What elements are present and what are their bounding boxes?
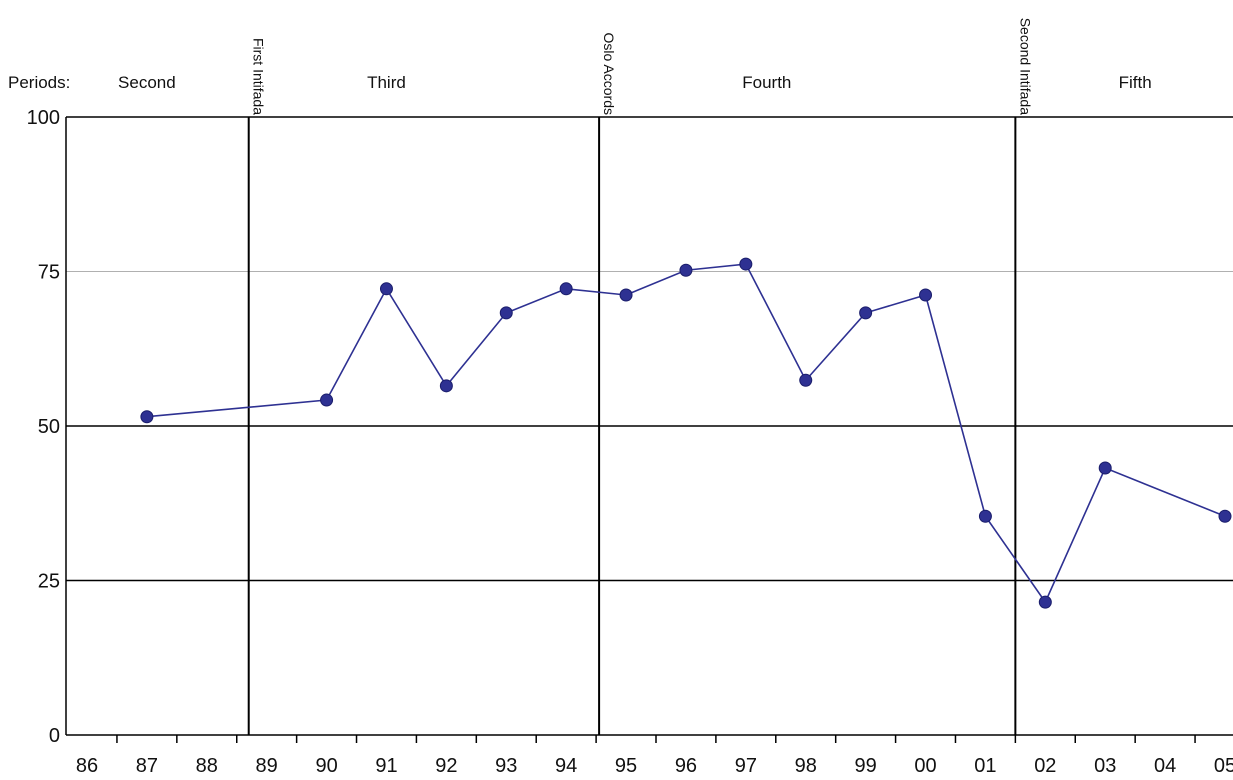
x-tick-label: 01 xyxy=(974,755,996,777)
y-tick-label: 25 xyxy=(38,571,60,593)
data-point xyxy=(1038,595,1052,609)
data-point xyxy=(739,257,753,271)
x-tick-label: 95 xyxy=(615,755,637,777)
period-label: Second xyxy=(118,73,176,92)
axis-layer: 0 25 50 75 100 86 87 88 89 90 91 92 93 94 95 96 97 98 99 00… xyxy=(27,107,1233,777)
data-point xyxy=(439,379,453,393)
data-point xyxy=(499,306,513,320)
x-tick-label: 99 xyxy=(855,755,877,777)
x-tick-label: 03 xyxy=(1094,755,1116,777)
data-point xyxy=(1218,509,1232,523)
y-tick-label: 0 xyxy=(49,725,60,747)
series-layer xyxy=(140,257,1232,609)
data-point xyxy=(679,263,693,277)
x-tick-label: 04 xyxy=(1154,755,1176,777)
label-layer: First Intifada Oslo Accords Second Intifad… xyxy=(8,18,1152,116)
data-point xyxy=(919,288,933,302)
y-tick-label: 100 xyxy=(27,107,60,129)
data-point xyxy=(320,393,334,407)
x-tick-label: 89 xyxy=(256,755,278,777)
x-tick-label: 88 xyxy=(196,755,218,777)
x-tick-label: 00 xyxy=(914,755,936,777)
event-label: Second Intifada xyxy=(1017,18,1033,116)
data-point xyxy=(978,509,992,523)
x-tick-label: 92 xyxy=(435,755,457,777)
period-label: Third xyxy=(367,73,406,92)
periods-label: Periods: xyxy=(8,73,70,92)
x-tick-label: 96 xyxy=(675,755,697,777)
x-tick-label: 87 xyxy=(136,755,158,777)
x-tick-label: 05 xyxy=(1214,755,1233,777)
data-point xyxy=(859,306,873,320)
event-layer xyxy=(247,117,1017,735)
period-label: Fifth xyxy=(1119,73,1152,92)
x-tick-label: 97 xyxy=(735,755,757,777)
series-line xyxy=(146,263,1226,604)
x-tick-label: 86 xyxy=(76,755,98,777)
data-point xyxy=(379,282,393,296)
data-point xyxy=(799,373,813,387)
period-label: Fourth xyxy=(742,73,791,92)
y-tick-label: 75 xyxy=(38,262,60,284)
grid-layer xyxy=(66,116,1233,582)
x-tick-label: 93 xyxy=(495,755,517,777)
x-tick-label: 90 xyxy=(315,755,337,777)
data-point xyxy=(559,282,573,296)
x-tick-label: 91 xyxy=(375,755,397,777)
data-point xyxy=(619,288,633,302)
data-point xyxy=(140,410,154,424)
y-tick-label: 50 xyxy=(38,416,60,438)
x-tick-label: 98 xyxy=(795,755,817,777)
event-label: First Intifada xyxy=(251,38,267,115)
event-label: Oslo Accords xyxy=(601,33,617,115)
data-point xyxy=(1098,461,1112,475)
x-tick-label: 94 xyxy=(555,755,577,777)
x-tick-label: 02 xyxy=(1034,755,1056,777)
